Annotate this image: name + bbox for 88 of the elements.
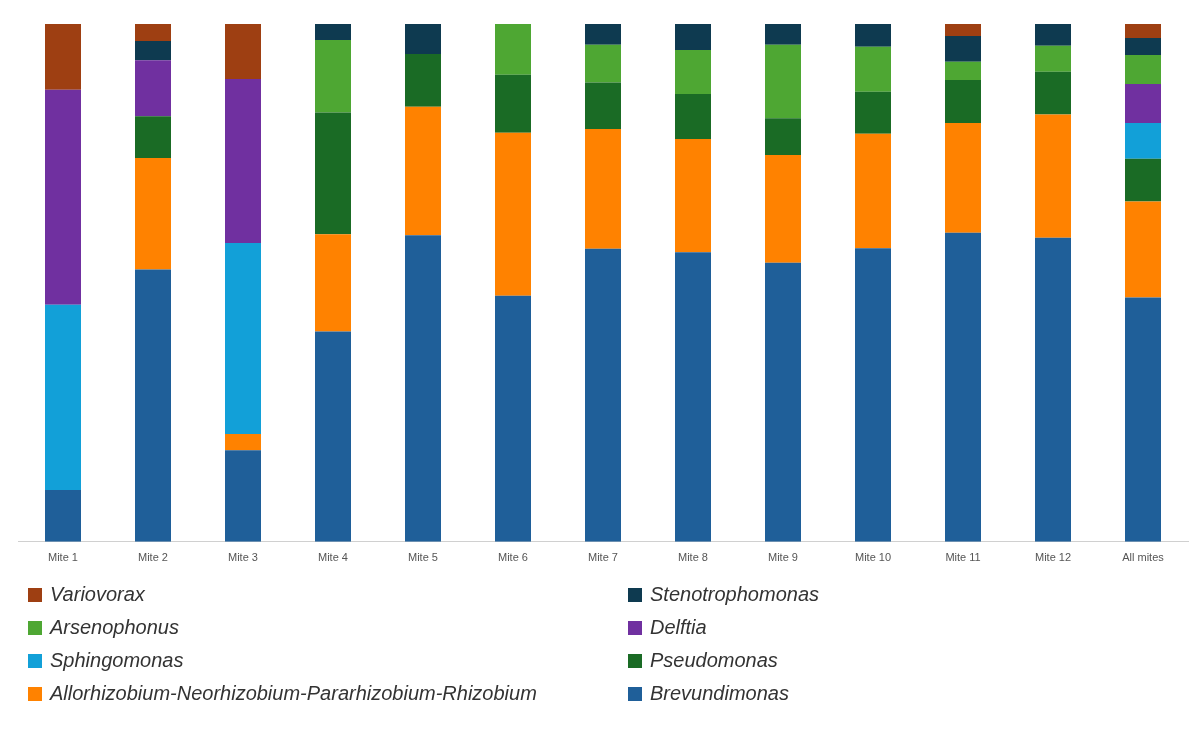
bar (135, 60, 171, 117)
bar (945, 61, 981, 80)
x-tick-label: Mite 3 (228, 551, 258, 564)
bar (225, 243, 261, 435)
bar (765, 155, 801, 263)
bar (45, 304, 81, 491)
x-tick-label: Mite 1 (48, 551, 78, 564)
bar (1035, 24, 1071, 46)
bar (675, 138, 711, 253)
bar (765, 262, 801, 542)
x-tick-label: Mite 10 (854, 551, 892, 564)
bar (1125, 37, 1161, 56)
bar (945, 232, 981, 542)
bar (585, 129, 621, 249)
x-tick-label: Mite 11 (945, 551, 981, 564)
bar (1125, 158, 1161, 202)
bar (495, 295, 531, 542)
legend-label: Variovorax (50, 583, 145, 606)
bar (765, 118, 801, 155)
bar (135, 269, 171, 542)
bar (405, 106, 441, 236)
legend-label: Allorhizobium-Neorhizobium-Pararhizobium-Rhizobium (50, 682, 537, 705)
bar (45, 490, 81, 542)
bar (315, 234, 351, 332)
bar (45, 24, 81, 90)
bar (1035, 114, 1071, 238)
bar (945, 24, 981, 36)
bar (855, 91, 891, 134)
x-tick-label: Mite 6 (498, 551, 528, 564)
bar (1125, 297, 1161, 542)
bar (135, 24, 171, 42)
bar (495, 74, 531, 133)
bar (675, 49, 711, 94)
bar (585, 44, 621, 83)
x-tick-label: Mite 8 (678, 551, 708, 564)
bar (945, 122, 981, 233)
bar (495, 24, 531, 75)
bar (315, 24, 351, 41)
bar (855, 24, 891, 47)
bar (225, 24, 261, 79)
bar (1125, 84, 1161, 123)
bar (1035, 237, 1071, 542)
bar (225, 450, 261, 542)
bar (225, 434, 261, 451)
bar (405, 235, 441, 542)
bar (1035, 45, 1071, 72)
bar (855, 248, 891, 542)
bar (585, 82, 621, 130)
bar (135, 158, 171, 270)
bar (135, 41, 171, 61)
legend-label: Brevundimonas (650, 682, 789, 705)
legend-label: Sphingomonas (50, 649, 184, 672)
bar (675, 252, 711, 542)
bar (1125, 55, 1161, 85)
x-tick-label: Mite 9 (768, 551, 798, 564)
bar (405, 54, 441, 107)
x-tick-label: Mite 12 (1034, 551, 1072, 564)
bar (675, 24, 711, 50)
bar (1125, 201, 1161, 298)
bar (765, 24, 801, 45)
bar (315, 40, 351, 113)
bar (585, 24, 621, 45)
bar (765, 44, 801, 119)
bar (1125, 24, 1161, 38)
x-tick-label: Mite 4 (318, 551, 348, 564)
legend-label: Stenotrophomonas (650, 583, 820, 606)
x-tick-label: Mite 5 (408, 551, 438, 564)
x-tick-label: Mite 2 (138, 551, 168, 564)
bar (225, 78, 261, 244)
bar (585, 248, 621, 542)
x-tick-label: All mites (1122, 551, 1165, 564)
bar (315, 112, 351, 235)
bar (495, 132, 531, 296)
bar (855, 133, 891, 249)
x-tick-label: Mite 7 (588, 551, 618, 564)
legend-label: Arsenophonus (50, 616, 179, 639)
bar (1035, 71, 1071, 115)
bar (405, 24, 441, 55)
legend-label: Delftia (650, 616, 707, 639)
bar (45, 89, 81, 305)
bar (315, 331, 351, 542)
legend-label: Pseudomonas (650, 649, 778, 672)
bar (1125, 122, 1161, 159)
bar (675, 93, 711, 139)
bar (945, 79, 981, 123)
bar (855, 46, 891, 92)
bar (135, 116, 171, 159)
bar (945, 35, 981, 62)
